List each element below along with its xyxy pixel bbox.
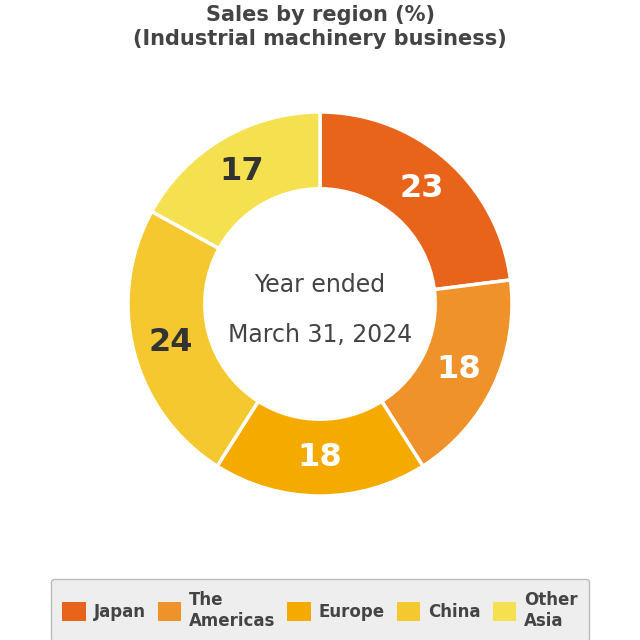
Wedge shape	[152, 112, 320, 248]
Text: 17: 17	[220, 156, 264, 188]
Wedge shape	[381, 280, 512, 466]
Wedge shape	[217, 401, 423, 496]
Text: 18: 18	[298, 442, 342, 473]
Text: Year ended: Year ended	[255, 273, 385, 297]
Wedge shape	[128, 211, 259, 466]
Title: Sales by region (%)
(Industrial machinery business): Sales by region (%) (Industrial machiner…	[133, 5, 507, 49]
Text: 23: 23	[399, 173, 444, 204]
Text: 24: 24	[149, 326, 193, 358]
Text: 18: 18	[436, 354, 481, 385]
Legend: Japan, The
Americas, Europe, China, Other
Asia: Japan, The Americas, Europe, China, Othe…	[51, 579, 589, 640]
Text: March 31, 2024: March 31, 2024	[228, 323, 412, 347]
Wedge shape	[320, 112, 511, 289]
